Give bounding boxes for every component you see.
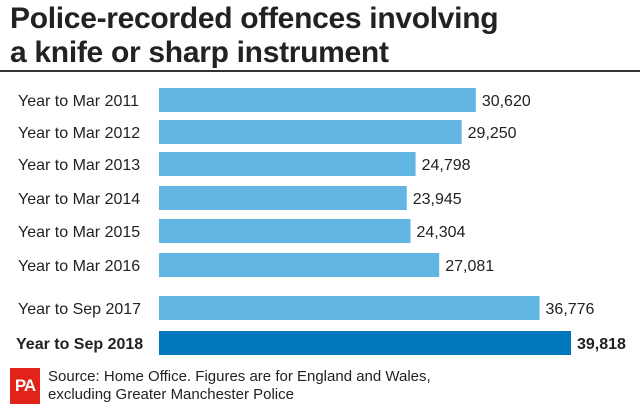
category-label-year-to-mar-2013: Year to Mar 2013	[18, 157, 140, 174]
title-divider	[0, 70, 640, 72]
bar-year-to-sep-2018	[159, 331, 571, 355]
category-label-year-to-sep-2017: Year to Sep 2017	[18, 301, 141, 318]
category-label-year-to-mar-2014: Year to Mar 2014	[18, 191, 140, 208]
bar-year-to-sep-2017	[159, 296, 540, 320]
chart-title-line-1: Police-recorded offences involving	[10, 2, 499, 35]
category-label-year-to-sep-2018: Year to Sep 2018	[16, 336, 143, 353]
bar-year-to-mar-2013	[159, 152, 416, 176]
category-label-year-to-mar-2012: Year to Mar 2012	[18, 125, 140, 142]
source-note-line-1: Source: Home Office. Figures are for Eng…	[48, 368, 431, 385]
value-label-year-to-sep-2017: 36,776	[546, 301, 595, 318]
bar-year-to-mar-2011	[159, 88, 476, 112]
bar-year-to-mar-2012	[159, 120, 462, 144]
value-label-year-to-mar-2016: 27,081	[445, 258, 494, 275]
category-label-year-to-mar-2016: Year to Mar 2016	[18, 258, 140, 275]
value-label-year-to-mar-2011: 30,620	[482, 93, 531, 110]
category-label-year-to-mar-2015: Year to Mar 2015	[18, 224, 140, 241]
value-label-year-to-mar-2012: 29,250	[468, 125, 517, 142]
category-label-year-to-mar-2011: Year to Mar 2011	[18, 93, 139, 110]
bar-year-to-mar-2014	[159, 186, 407, 210]
pa-logo: PA	[10, 368, 40, 404]
value-label-year-to-sep-2018: 39,818	[577, 336, 626, 353]
value-label-year-to-mar-2015: 24,304	[416, 224, 465, 241]
bar-year-to-mar-2016	[159, 253, 440, 277]
value-label-year-to-mar-2013: 24,798	[422, 157, 471, 174]
chart-title-line-2: a knife or sharp instrument	[10, 36, 389, 69]
source-note: Source: Home Office. Figures are for Eng…	[48, 368, 633, 404]
source-note-line-2: excluding Greater Manchester Police	[48, 386, 294, 403]
bar-year-to-mar-2015	[159, 219, 411, 243]
value-label-year-to-mar-2014: 23,945	[413, 191, 462, 208]
chart-title: Police-recorded offences involving a kni…	[10, 2, 630, 70]
